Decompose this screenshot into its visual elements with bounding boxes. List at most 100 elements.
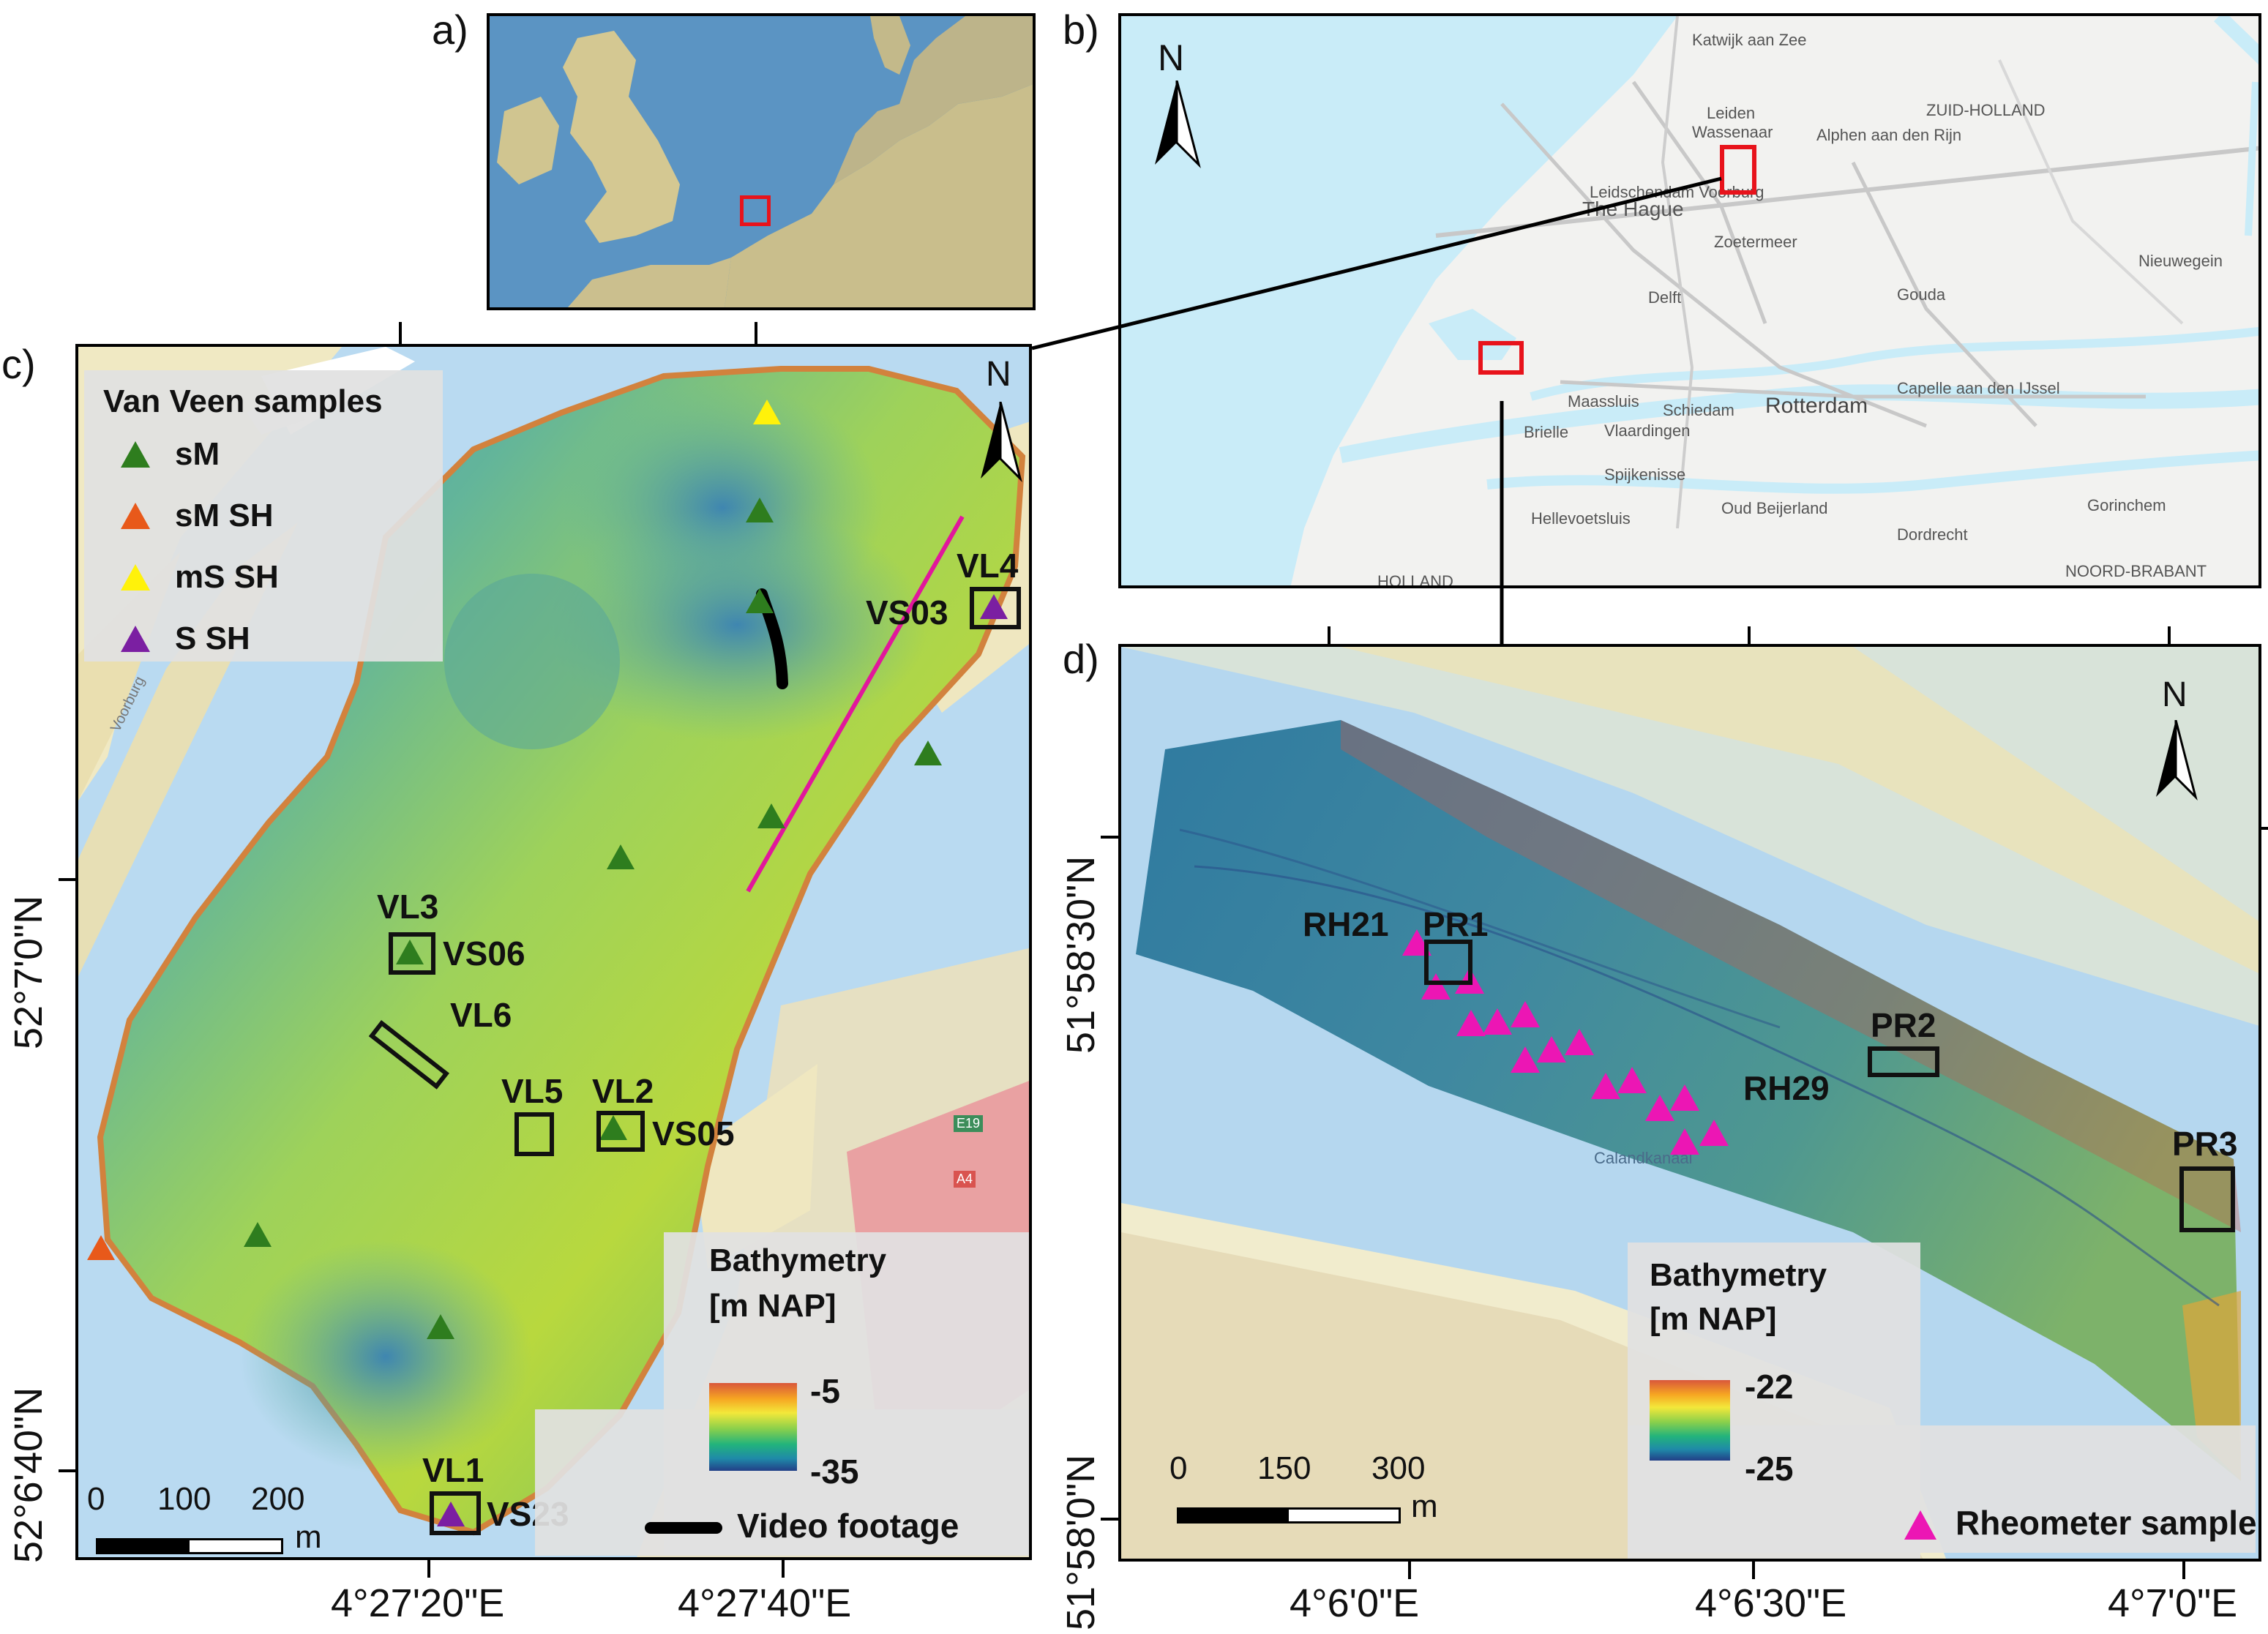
lat-label-d-top: 51°58'30"N [1059,855,1103,1054]
place-label: Katwijk aan Zee [1692,31,1807,49]
van-veen-legend: Van Veen samples sM sM SH mS SH S SH [84,370,443,662]
scale-d-unit: m [1411,1488,1438,1524]
bathymetry-title: Bathymetry [709,1243,887,1278]
tick [755,322,757,344]
lon-label-d-1: 4°6'0"E [1290,1581,1420,1625]
rheometer-marker [1670,1128,1699,1155]
scale-d-300: 300 [1371,1450,1426,1486]
bathymetry-max: -22 [1745,1368,1794,1406]
place-label: NOORD-BRABANT [2065,562,2207,580]
tick [782,1560,785,1578]
legend-item-label: mS SH [175,559,279,595]
legend-item-s-sh: S SH [121,621,250,657]
label-vl5: VL5 [501,1072,564,1110]
sample-marker-sm [599,1115,627,1140]
north-arrow-icon [2156,720,2198,801]
tick [1101,1518,1118,1521]
legend-item-sm-sh: sM SH [121,498,273,534]
rheometer-marker [1617,1067,1647,1093]
sample-marker-s-sh [437,1502,465,1526]
rheometer-marker [1645,1095,1674,1121]
scale-bar-c [96,1538,283,1554]
panel-b-map: Katwijk aan Zee Leiden Wassenaar Alphen … [1118,13,2261,588]
panel-d-map: Calandkanaal N RH21 PR1 PR2 RH29 PR3 Bat… [1118,644,2261,1562]
label-vl6: VL6 [450,996,512,1034]
panel-c-map: N Van Veen samples sM sM SH mS SH S SH [75,344,1032,1560]
box-pr1 [1424,940,1472,985]
scale-d-150: 150 [1257,1450,1311,1486]
place-label: Alphen aan den Rijn [1816,126,1962,144]
legend-item-sm: sM [121,436,220,473]
sample-marker-ms-sh [753,400,781,424]
sample-marker-sm [757,803,785,828]
legend-title: Van Veen samples [103,383,383,419]
video-footage-line [645,1522,722,1534]
label-vs05: VS05 [652,1114,735,1153]
label-vs06: VS06 [443,934,525,972]
rheometer-legend [1628,1425,2256,1553]
sample-marker-sm [607,844,635,869]
rheometer-marker [1483,1008,1512,1035]
place-label: Spijkenisse [1604,465,1686,484]
place-label: Rotterdam [1765,394,1868,418]
label-vl1: VL1 [422,1451,484,1489]
box-pr3 [2179,1166,2235,1232]
north-arrow-icon [981,402,1022,482]
lon-label-d-2: 4°6'30"E [1695,1581,1847,1625]
lat-label-c-top: 52°7'0"N [7,895,50,1049]
triangle-icon [121,564,150,591]
rheometer-marker [1699,1120,1729,1146]
place-label: Brielle [1524,423,1569,441]
legend-item-label: sM SH [175,498,274,533]
panel-a-map [487,13,1036,310]
lon-label-c-right: 4°27'40"E [678,1581,852,1625]
place-label: Gouda [1897,285,1946,304]
box-vl5 [514,1112,554,1156]
label-pr1: PR1 [1423,905,1489,943]
place-label: Zoetermeer [1714,233,1797,251]
sample-marker-sm-sh [87,1235,115,1260]
tick [59,878,76,881]
tick [2168,626,2171,644]
place-label: Leiden [1707,104,1756,122]
rheometer-marker [1565,1029,1594,1055]
place-label: Delft [1648,288,1682,307]
panel-a-label: a) [432,7,468,53]
place-label: Vlaardingen [1604,421,1691,440]
panel-d-label: d) [1063,636,1099,682]
study-area-box-leidschendam [1720,145,1756,195]
panel-c-label: c) [1,341,36,387]
north-label-c: N [986,355,1011,394]
tick [1101,836,1118,839]
box-vl4 [970,587,1021,629]
road-label-e19: E19 [954,1115,984,1132]
label-pr2: PR2 [1871,1006,1936,1044]
north-label-b: N [1158,37,1185,78]
europe-overview-map [490,16,1033,307]
label-rh21: RH21 [1303,905,1389,943]
tick [1408,1562,1411,1579]
place-label: ZUID-HOLLAND [1926,101,2046,119]
label-vs03: VS03 [866,593,948,632]
box-vl2 [596,1111,645,1152]
rheometer-marker [1511,1046,1540,1073]
label-vl2: VL2 [592,1072,654,1110]
scale-c-unit: m [295,1519,322,1555]
bathymetry-min: -25 [1745,1450,1794,1488]
sample-marker-sm [746,588,774,613]
scale-bar-d [1177,1507,1401,1524]
place-label: Schiedam [1663,401,1734,419]
legend-item-ms-sh: mS SH [121,559,279,596]
scale-c-0: 0 [87,1481,105,1517]
sample-marker-sm [914,741,942,765]
rheometer-marker [1456,1010,1486,1036]
sample-marker-s-sh [980,594,1008,619]
tick [59,1469,76,1472]
bathymetry-colorbar [709,1383,797,1471]
legend-item-label: S SH [175,621,250,656]
place-label: Maassluis [1568,392,1639,411]
label-pr3: PR3 [2172,1125,2238,1163]
bathymetry-min: -35 [810,1453,859,1491]
place-label: Wassenaar [1692,123,1773,141]
label-rh29: RH29 [1743,1069,1830,1107]
